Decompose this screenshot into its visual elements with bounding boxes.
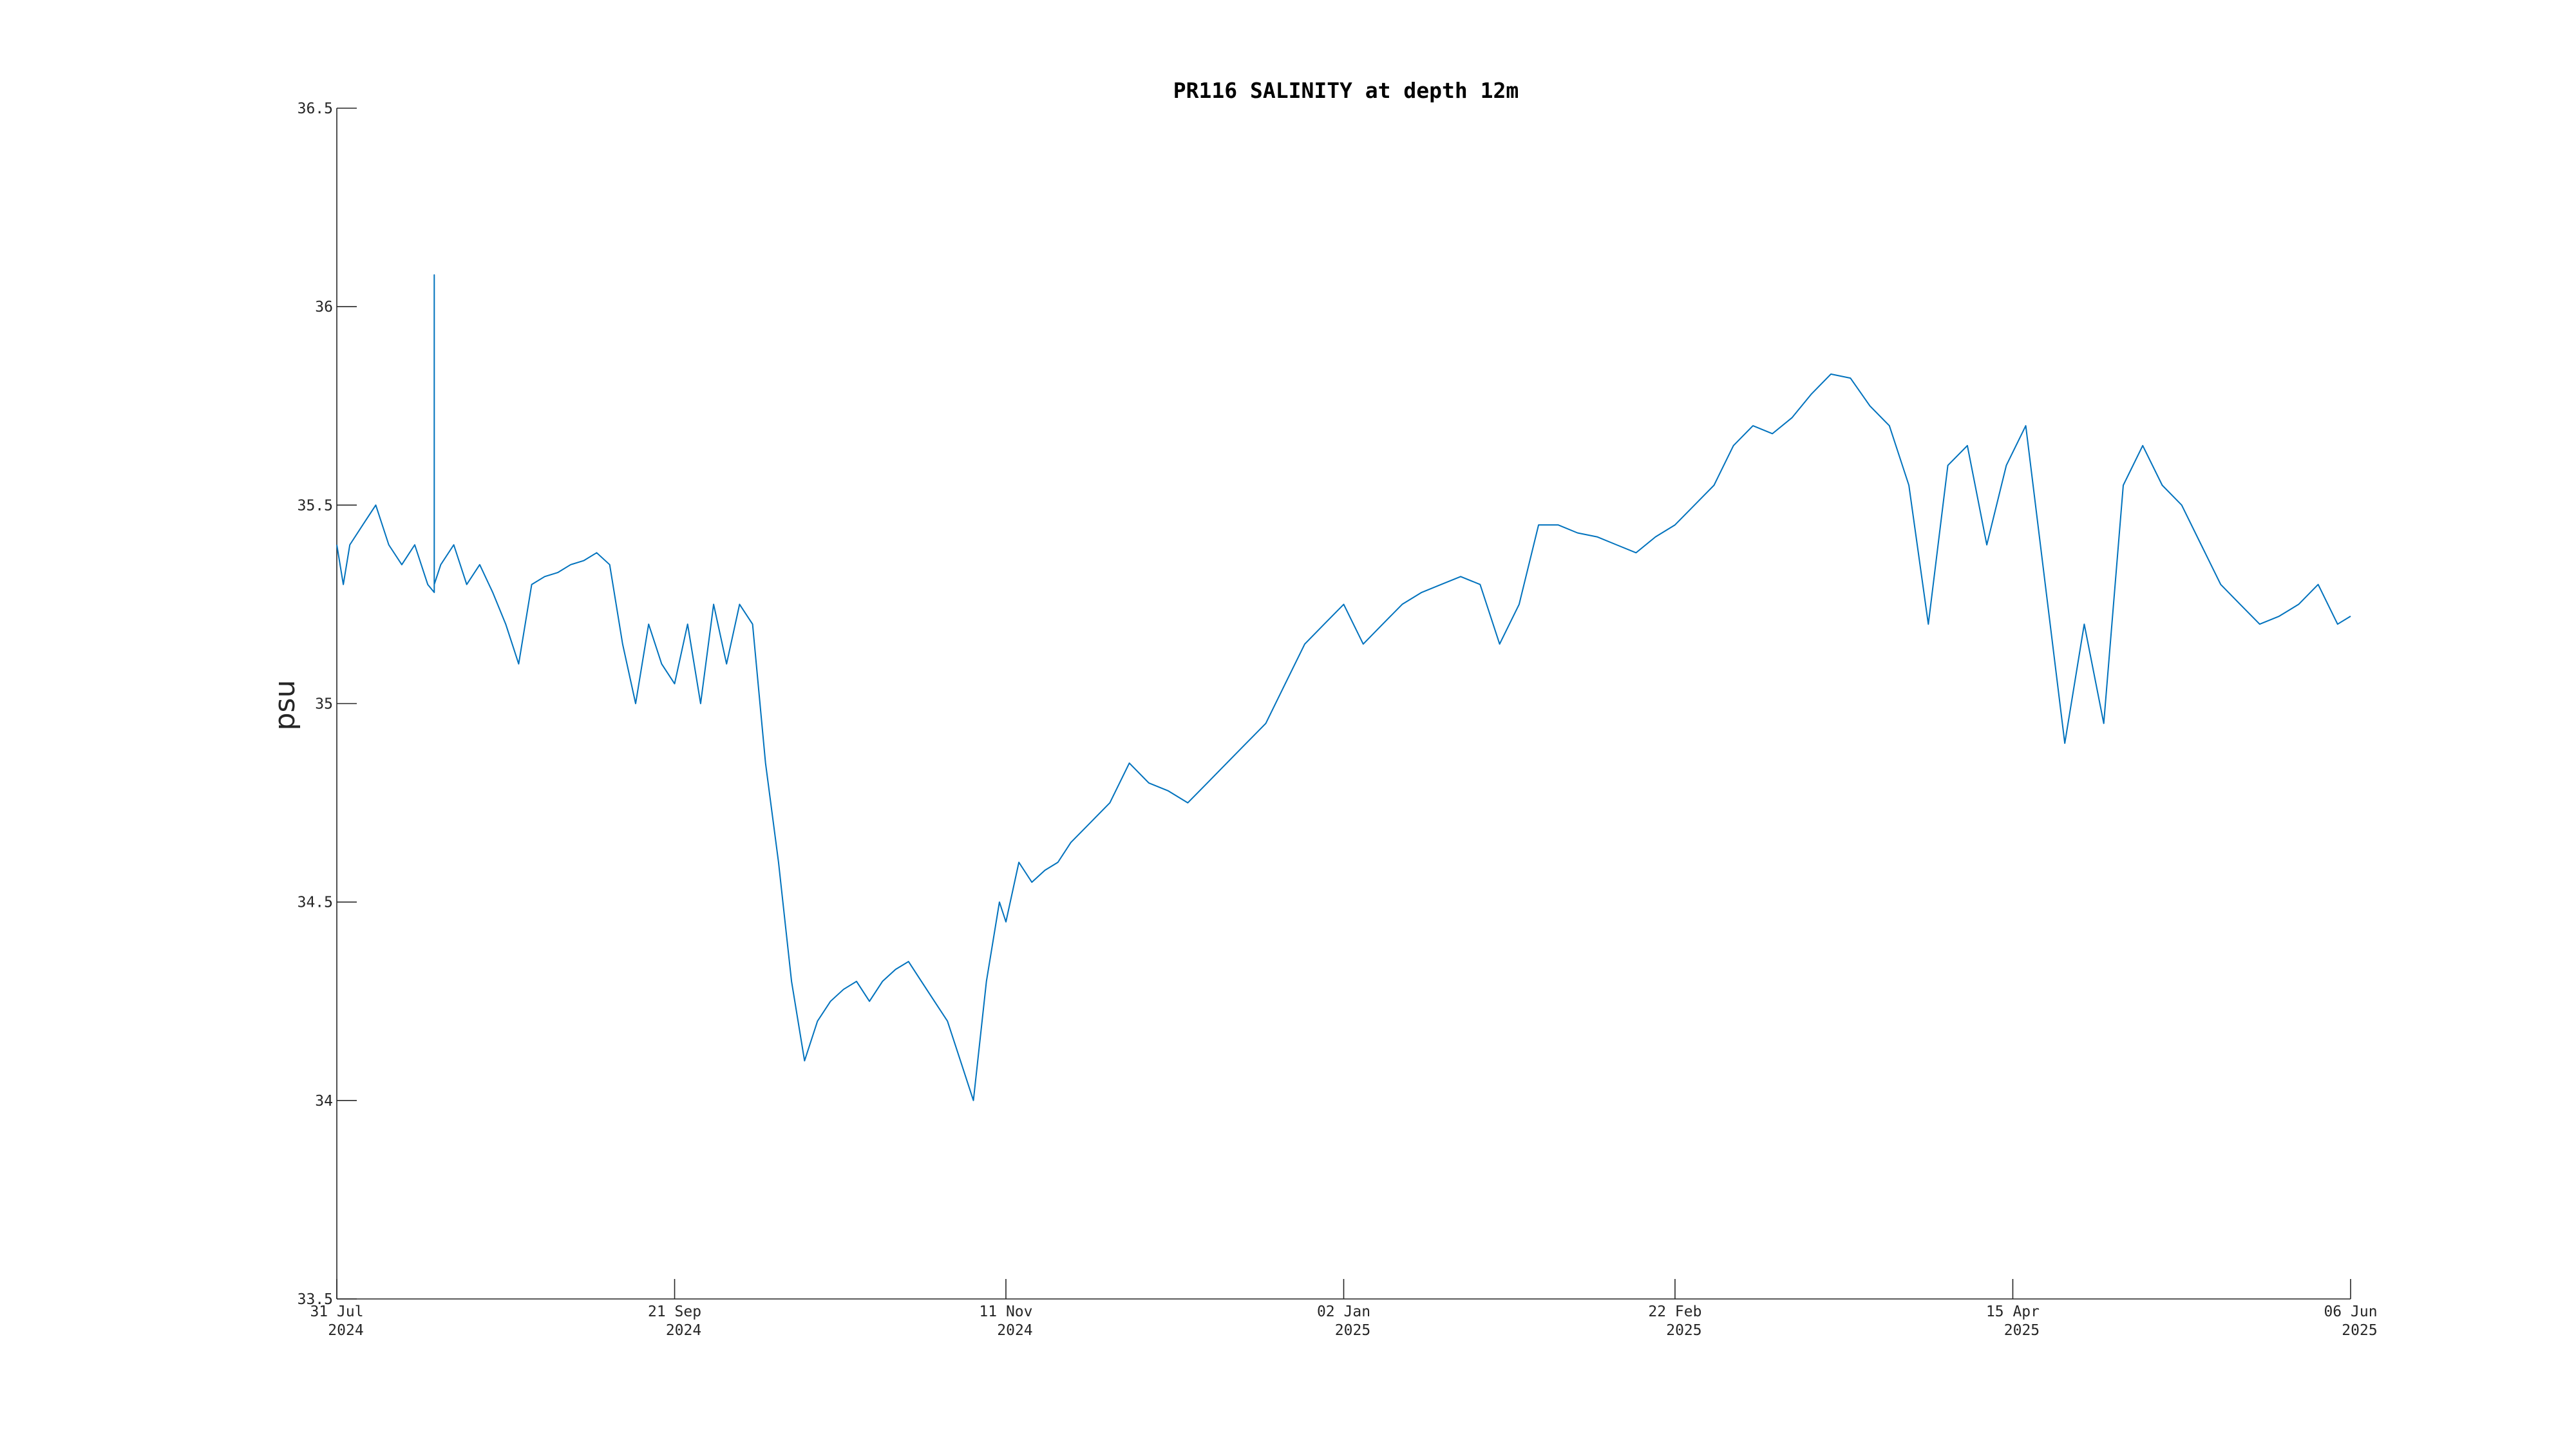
x-tick-year-label: 2025 <box>2342 1322 2377 1339</box>
plot-area <box>336 274 2351 1101</box>
x-tick-year-label: 2024 <box>997 1322 1032 1339</box>
y-tick-label: 34.5 <box>298 895 333 911</box>
x-tick-year-label: 2025 <box>2004 1322 2040 1339</box>
y-ticks: 33.5 34 34.5 35 35.5 36 36.5 <box>298 100 357 1308</box>
x-tick-year-label: 2024 <box>666 1322 701 1339</box>
x-tick-label: 31 Jul <box>310 1303 363 1320</box>
x-tick-label: 15 Apr <box>1986 1303 2040 1320</box>
y-tick-label: 33.5 <box>298 1291 333 1308</box>
x-tick-label: 06 Jun <box>2324 1303 2377 1320</box>
x-tick-year-label: 2025 <box>1335 1322 1370 1339</box>
y-tick-label: 35.5 <box>298 497 333 514</box>
x-ticks: 31 Jul 2024 21 Sep 2024 11 Nov 2024 02 Jan 2025… <box>310 1279 2378 1339</box>
y-tick-label: 35 <box>315 696 333 713</box>
x-tick-label: 22 Feb <box>1648 1303 1701 1320</box>
chart-title: PR116 SALINITY at depth 12m <box>1173 78 1519 103</box>
x-tick-label: 02 Jan <box>1317 1303 1370 1320</box>
x-tick-label: 11 Nov <box>979 1303 1032 1320</box>
salinity-series-line <box>336 274 2351 1101</box>
x-tick-label: 21 Sep <box>648 1303 701 1320</box>
x-tick-year-label: 2025 <box>1666 1322 1701 1339</box>
y-tick-label: 34 <box>315 1093 333 1110</box>
x-tick-year-label: 2024 <box>328 1322 363 1339</box>
y-axis-label: psu <box>269 680 301 731</box>
y-tick-label: 36 <box>315 299 333 316</box>
y-tick-label: 36.5 <box>298 100 333 117</box>
